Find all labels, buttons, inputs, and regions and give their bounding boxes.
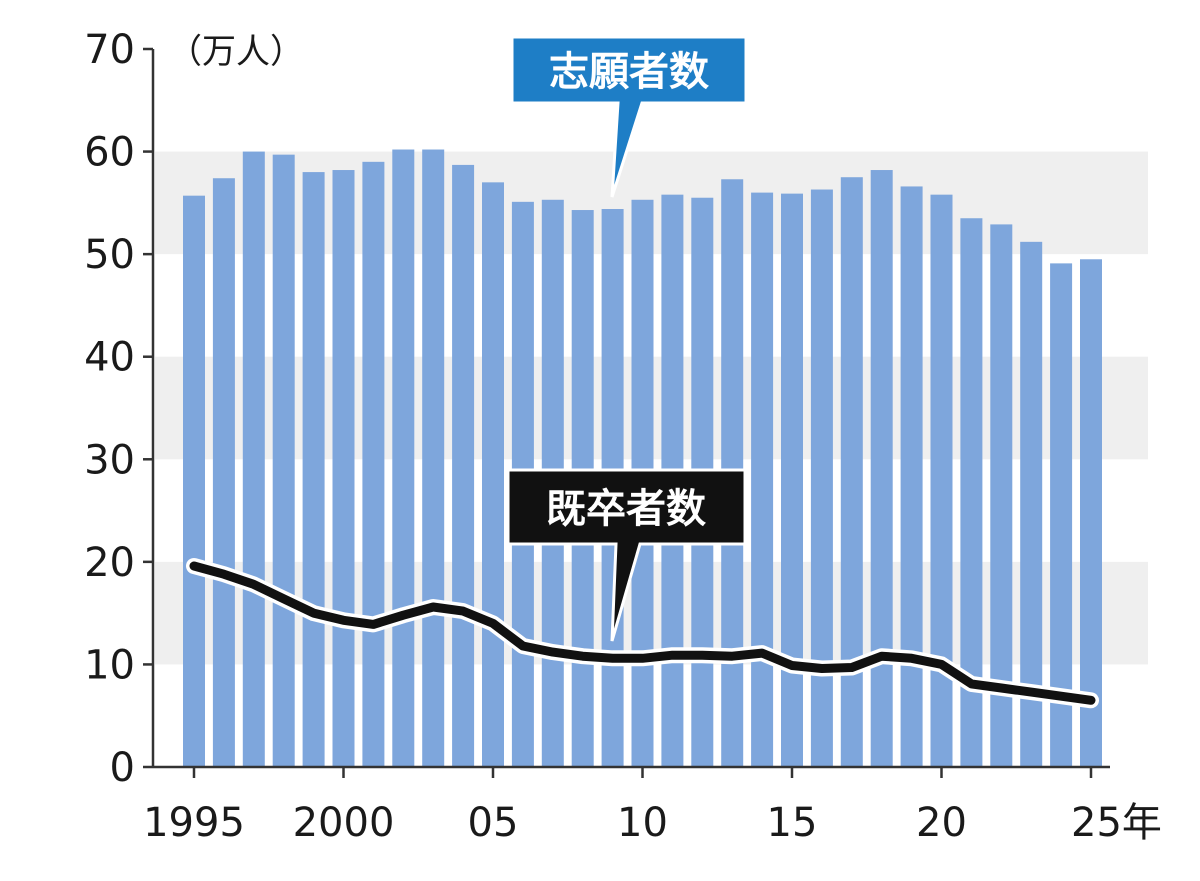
axes: [151, 49, 1110, 769]
bar-1995: [183, 195, 205, 768]
bars-applicants: [183, 149, 1102, 768]
x-tick-label-2000: 2000: [293, 800, 395, 846]
y-tick-label-60: 60: [84, 130, 135, 176]
callout-applicants-label: 志願者数: [549, 49, 709, 95]
bar-2016: [810, 189, 833, 768]
bar-2022: [990, 224, 1013, 767]
x-tick-label-2020: 20: [916, 800, 967, 846]
bar-2015: [781, 193, 803, 767]
bar-1997: [242, 151, 265, 768]
callout-graduates: 既卒者数: [506, 468, 747, 642]
x-tick-label-2025: 25年: [1071, 800, 1162, 846]
bar-2000: [332, 170, 355, 767]
bar-1999: [302, 172, 325, 768]
callout-graduates-label: 既卒者数: [546, 486, 706, 532]
y-tick-label-30: 30: [84, 437, 135, 483]
y-tick-label-0: 0: [110, 745, 135, 791]
unit-label: （万人）: [168, 32, 304, 72]
bar-2002: [392, 149, 415, 767]
y-tick-label-40: 40: [84, 335, 135, 381]
callout-graduates-box: [506, 468, 747, 642]
bar-2021: [960, 218, 983, 767]
bar-2017: [840, 177, 863, 767]
bar-2025: [1080, 259, 1102, 767]
x-ticks: 1995 2000 05 10 15 20 25年: [143, 767, 1162, 846]
y-ticks: 0 10 20 30 40 50 60 70: [84, 27, 153, 791]
bar-1998: [272, 154, 295, 768]
line-graduates: [186, 558, 1099, 709]
bar-2005: [482, 182, 504, 768]
bar-1996: [212, 178, 235, 768]
y-tick-label-10: 10: [84, 642, 135, 688]
y-tick-label-20: 20: [84, 540, 135, 586]
callout-applicants: 志願者数: [510, 35, 748, 198]
bar-2014: [751, 192, 774, 768]
x-tick-label-2005: 05: [468, 800, 519, 846]
bar-2020: [930, 194, 953, 767]
x-tick-label-2015: 15: [767, 800, 818, 846]
bar-2001: [362, 161, 385, 768]
callout-applicants-box: [510, 35, 748, 198]
bar-2018: [870, 170, 893, 767]
bar-2019: [900, 186, 923, 768]
y-tick-label-70: 70: [84, 27, 135, 73]
x-tick-label-1995: 1995: [143, 800, 245, 846]
bar-2023: [1020, 241, 1043, 767]
x-tick-label-2010: 10: [617, 800, 668, 846]
y-tick-label-50: 50: [84, 232, 135, 278]
bar-2004: [452, 164, 475, 768]
bar-2024: [1050, 263, 1073, 767]
bar-2003: [422, 149, 445, 767]
